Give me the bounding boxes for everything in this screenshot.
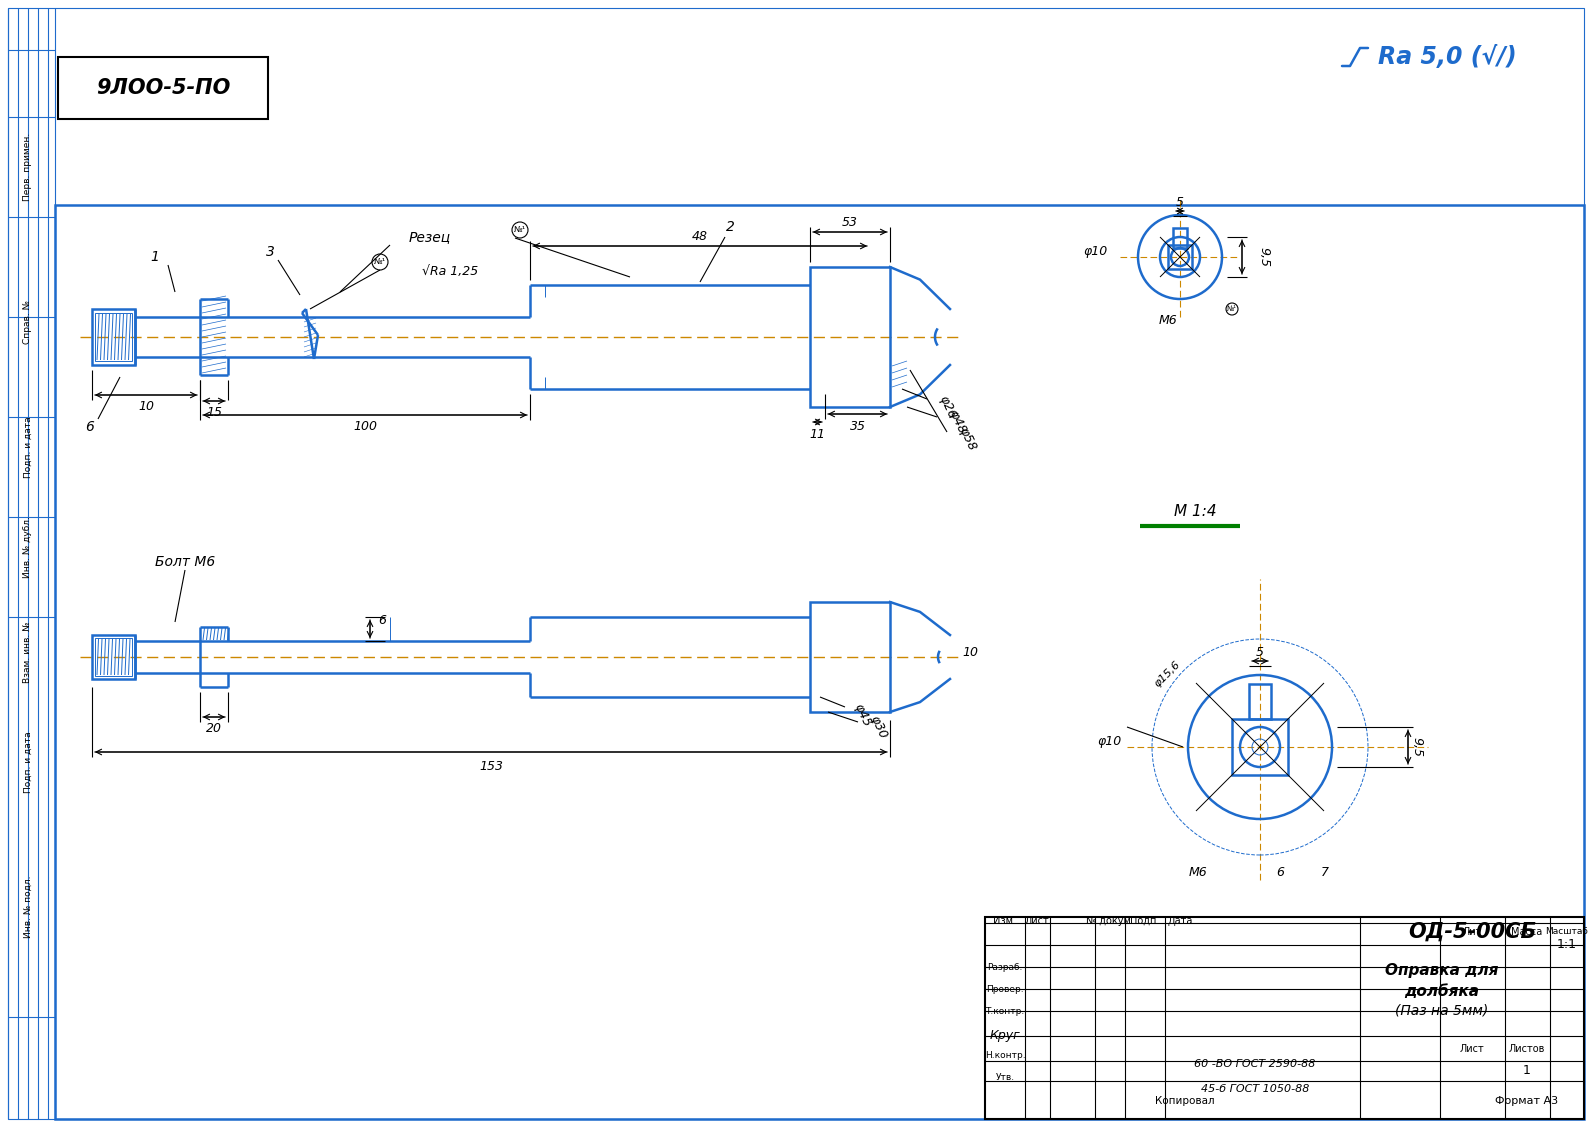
Text: Круг: Круг — [990, 1029, 1020, 1042]
Text: 9ЛОО-5-ПО: 9ЛОО-5-ПО — [96, 78, 231, 98]
Text: Резец: Резец — [409, 230, 451, 245]
Text: Инв. № дубл.: Инв. № дубл. — [24, 516, 32, 578]
Text: Т.контр.: Т.контр. — [985, 1006, 1025, 1015]
Text: 1: 1 — [151, 250, 159, 264]
Text: 35: 35 — [850, 419, 866, 433]
Text: φ15,6: φ15,6 — [1153, 659, 1181, 689]
Text: 7: 7 — [1321, 867, 1329, 879]
Bar — [810, 602, 890, 712]
Text: 10: 10 — [139, 400, 154, 414]
Text: 153: 153 — [479, 760, 503, 772]
Text: Изм.: Изм. — [993, 916, 1017, 926]
Text: φ30: φ30 — [868, 713, 888, 740]
Text: 6: 6 — [1277, 867, 1285, 879]
Text: Инв. № подл.: Инв. № подл. — [24, 876, 32, 939]
Text: Подп. и дата: Подп. и дата — [24, 416, 32, 478]
Bar — [810, 267, 890, 407]
Text: 5: 5 — [1256, 646, 1264, 658]
Text: 48: 48 — [693, 230, 708, 242]
Text: долбяка: долбяка — [1404, 984, 1479, 999]
Text: Оправка для: Оправка для — [1385, 964, 1498, 978]
Text: Болт М6: Болт М6 — [154, 554, 215, 569]
Text: √Ra 1,25: √Ra 1,25 — [422, 266, 478, 278]
Text: 9,5: 9,5 — [1258, 247, 1270, 267]
Text: Масса: Масса — [1511, 928, 1543, 937]
Text: (Паз на 5мм): (Паз на 5мм) — [1395, 1004, 1489, 1018]
Text: Формат А3: Формат А3 — [1495, 1095, 1559, 1106]
Bar — [57, 57, 267, 119]
Text: Разраб.: Разраб. — [987, 962, 1022, 971]
Text: Провер.: Провер. — [985, 985, 1024, 994]
Bar — [96, 638, 132, 676]
Bar — [1250, 684, 1270, 719]
Text: 20: 20 — [205, 722, 221, 736]
Text: ОД-5-00СБ: ОД-5-00СБ — [1407, 922, 1536, 942]
Text: Н.контр.: Н.контр. — [985, 1050, 1025, 1059]
Bar — [96, 313, 132, 361]
Text: 11: 11 — [809, 427, 826, 441]
Text: №¹: №¹ — [374, 257, 387, 266]
Text: M6: M6 — [1159, 314, 1178, 328]
Text: φ10: φ10 — [1098, 736, 1122, 748]
Text: 45-б ГОСТ 1050-88: 45-б ГОСТ 1050-88 — [1200, 1084, 1309, 1094]
Text: №¹: №¹ — [514, 225, 525, 234]
Text: Подп.: Подп. — [1130, 916, 1159, 926]
Bar — [92, 635, 135, 678]
Text: Лист: Лист — [1460, 1044, 1484, 1054]
Text: 6: 6 — [86, 420, 94, 434]
Text: φ10: φ10 — [1084, 246, 1108, 258]
Text: 9,5: 9,5 — [1411, 737, 1423, 757]
Text: 2: 2 — [726, 220, 734, 234]
Text: М 1:4: М 1:4 — [1173, 505, 1216, 520]
Text: φ45: φ45 — [852, 701, 872, 729]
Text: φ48: φ48 — [946, 408, 968, 436]
Text: Справ. №: Справ. № — [24, 300, 32, 344]
Bar — [1173, 228, 1188, 248]
Text: №¹: №¹ — [1227, 307, 1237, 312]
Text: 1:1: 1:1 — [1557, 939, 1578, 951]
Text: φ58: φ58 — [955, 425, 977, 453]
Bar — [985, 917, 1584, 1119]
Text: M6: M6 — [1189, 867, 1207, 879]
Bar — [92, 309, 135, 365]
Text: 10: 10 — [962, 646, 977, 658]
Text: Масштаб: Масштаб — [1546, 928, 1589, 937]
Text: Подп. и дата: Подп. и дата — [24, 731, 32, 792]
Text: 15: 15 — [205, 407, 221, 419]
Bar — [1169, 245, 1192, 269]
Text: Лит: Лит — [1463, 928, 1482, 937]
Text: 5: 5 — [1176, 195, 1184, 208]
Text: Перв. примен.: Перв. примен. — [24, 133, 32, 201]
Text: Лист: Лист — [1025, 916, 1049, 926]
Bar — [1232, 719, 1288, 775]
Text: Листов: Листов — [1509, 1044, 1546, 1054]
Text: 3: 3 — [266, 245, 274, 259]
Text: Утв.: Утв. — [995, 1073, 1014, 1082]
Bar — [56, 205, 1584, 1119]
Text: Взам. инв. №: Взам. инв. № — [24, 621, 32, 683]
Text: № докум.: № докум. — [1086, 916, 1134, 926]
Text: 6: 6 — [377, 614, 385, 628]
Text: φ26: φ26 — [936, 393, 958, 420]
Text: Дата: Дата — [1167, 916, 1192, 926]
Text: Ra 5,0 (√/): Ra 5,0 (√/) — [1379, 45, 1517, 69]
Text: 100: 100 — [353, 420, 377, 434]
Text: 60 -ВО ГОСТ 2590-88: 60 -ВО ГОСТ 2590-88 — [1194, 1059, 1315, 1070]
Text: 53: 53 — [842, 215, 858, 229]
Text: Копировал: Копировал — [1156, 1095, 1215, 1106]
Text: 1: 1 — [1524, 1065, 1532, 1077]
